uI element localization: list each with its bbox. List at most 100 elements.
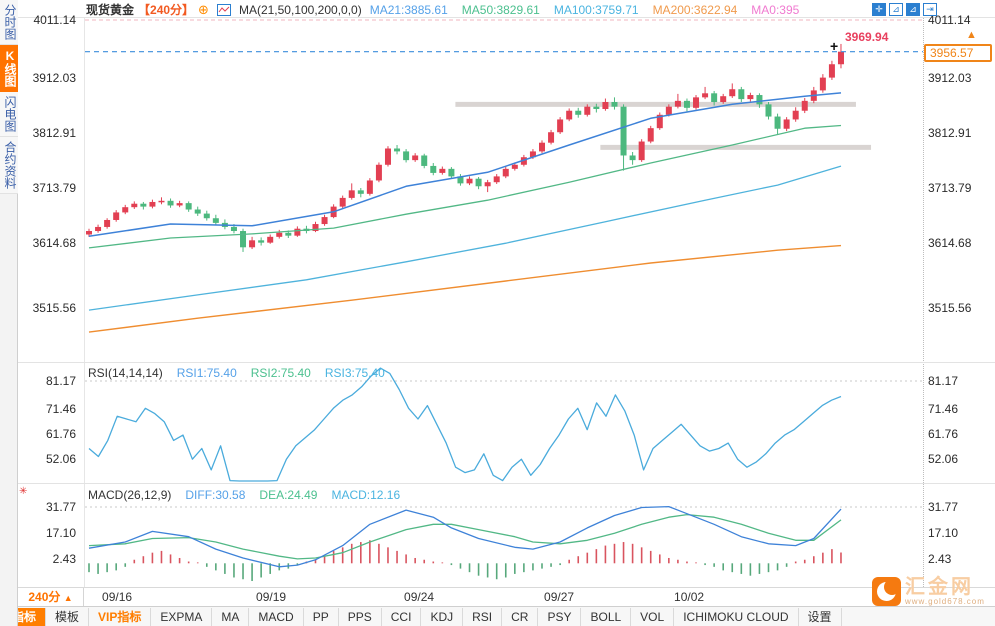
indicator-settings-icon[interactable]: ✳ [19,486,28,497]
current-price-badge: 3956.57 [924,44,992,62]
main-candle-chart[interactable] [85,18,923,362]
toolbar-item-CR[interactable]: CR [502,607,539,626]
ma-value-label: MA50:3829.61 [461,2,540,17]
toolbar-item-KDJ[interactable]: KDJ [421,607,464,626]
logo-name: 汇金网 [905,576,974,598]
rsi-value-label: RSI2:75.40 [250,366,311,380]
header-divider [18,17,995,18]
toolbar-item-设置[interactable]: 设置 [799,607,842,626]
toolbar-item-MA[interactable]: MA [212,607,250,626]
main-rsi-divider [18,362,995,363]
rsi-axis-label: 52.06 [45,452,76,466]
macd-header: MACD(26,12,9) DIFF:30.58 DEA:24.49 MACD:12… [88,488,400,502]
chart-legend: 现货黄金 【240分】 ⊕ MA(21,50,100,200,0,0) MA21… [86,1,799,18]
rsi-value-label: RSI1:75.40 [176,366,237,380]
toolbar-item-CCI[interactable]: CCI [382,607,422,626]
sidebar-tab-分时图[interactable]: 分时图 [0,0,18,45]
logo-url: www.gold678.com [905,597,985,606]
macd-axis-label: 31.77 [928,500,959,514]
ma-value-label: MA21:3885.61 [369,2,448,17]
indicator-toolbar: 指标 模板 VIP指标 EXPMA MA MACD PP PPS CCI KDJ RSI CR PSY B… [0,606,995,626]
toolbar-item-ICHIMOKU CLOUD[interactable]: ICHIMOKU CLOUD [674,607,799,626]
high-marker-cross-icon: + [830,38,839,54]
period-dropdown-button[interactable]: 240分 ▲ [18,588,84,606]
ma-params-label[interactable]: MA(21,50,100,200,0,0) [238,2,362,17]
sidebar-tab-K线图[interactable]: K线图 [0,45,18,92]
macd-value-label: MACD:12.16 [331,488,401,502]
rsi-chart[interactable] [85,362,923,483]
macd-axis-label: 2.43 [52,552,76,566]
rsi-axis-label: 52.06 [928,452,959,466]
macd-axis-label: 31.77 [45,500,76,514]
toolbar-item-VOL[interactable]: VOL [631,607,675,626]
plot-left-border [84,18,85,587]
measure-tool-icon[interactable]: ⊿ [889,3,903,16]
price-axis-label: 3614.68 [928,236,972,250]
price-axis-label: 4011.14 [33,13,77,27]
macd-chart[interactable] [85,483,923,587]
ma-values: MA21:3885.61 MA50:3829.61 MA100:3759.71 MA2… [370,3,800,17]
toolbar-item-模板[interactable]: 模板 [46,607,90,626]
xaxis-date: 09/27 [544,590,575,604]
price-axis-label: 3713.79 [32,181,76,195]
ma-value-label: MA100:3759.71 [553,2,639,17]
macd-value-label: DIFF:30.58 [185,488,246,502]
ma-chart-icon[interactable] [216,3,231,16]
xaxis-date: 09/19 [256,590,287,604]
pan-tool-icon[interactable]: ✛ [872,3,886,16]
xaxis-date: 09/24 [404,590,435,604]
xaxis-date: 09/16 [102,590,133,604]
toolbar-item-BOLL[interactable]: BOLL [581,607,632,626]
price-axis-label: 4011.14 [928,13,971,27]
macd-value-label: DEA:24.49 [259,488,318,502]
logo-icon [872,577,901,606]
chart-tools: ✛ ⊿ ⊿ ⇥ [872,3,937,16]
rsi-params-label[interactable]: RSI(14,14,14) [88,366,163,380]
rsi-value-label: RSI3:75.40 [324,366,385,380]
price-axis-label: 3515.56 [928,301,972,315]
macd-axis-label: 17.10 [45,526,76,540]
rsi-axis-label: 61.76 [45,427,76,441]
xaxis-date: 10/02 [674,590,705,604]
rsi-axis-label: 71.46 [45,402,76,416]
high-price-label: 3969.94 [845,30,889,44]
chart-type-rail: 分时图 K线图 闪电图 合约资料 [0,0,18,626]
toolbar-item-PPS[interactable]: PPS [339,607,382,626]
add-compare-icon[interactable]: ⊕ [198,1,209,17]
instrument-title: 现货黄金 [86,3,135,17]
xaxis-strip: 240分 ▲ 09/16 09/19 09/24 09/27 10/02 [18,587,995,606]
sidebar-tab-合约资料[interactable]: 合约资料 [0,137,18,194]
rsi-axis-label: 81.17 [928,374,959,388]
price-axis-label: 3912.03 [32,71,76,85]
sidebar-tab-闪电图[interactable]: 闪电图 [0,92,18,137]
ma-value-label: MA0:395 [751,2,800,17]
period-label: 【240分】 [138,3,195,17]
rsi-axis-label: 61.76 [928,427,959,441]
rsi-axis-label: 71.46 [928,402,959,416]
ma-value-label: MA200:3622.94 [652,2,738,17]
price-axis-label: 3713.79 [928,181,972,195]
price-axis-label: 3812.91 [928,126,972,140]
toolbar-item-PP[interactable]: PP [304,607,339,626]
price-axis-label: 3515.56 [32,301,76,315]
scale-tool-icon[interactable]: ⊿ [906,3,920,16]
detach-tool-icon[interactable]: ⇥ [923,3,937,16]
price-axis-label: 3614.68 [32,236,76,250]
toolbar-item-EXPMA[interactable]: EXPMA [151,607,213,626]
price-up-arrow-icon: ▲ [966,29,977,41]
rsi-macd-divider [18,483,995,484]
rsi-header: RSI(14,14,14) RSI1:75.40 RSI2:75.40 RSI3:7… [88,366,385,380]
price-axis-label: 3812.91 [32,126,76,140]
toolbar-item-RSI[interactable]: RSI [463,607,503,626]
macd-params-label[interactable]: MACD(26,12,9) [88,488,172,502]
toolbar-item-MACD[interactable]: MACD [249,607,304,626]
plot-right-border [923,18,924,587]
toolbar-item-VIP指标[interactable]: VIP指标 [89,607,152,626]
macd-axis-label: 2.43 [928,552,952,566]
dropdown-arrow-icon: ▲ [63,593,73,603]
macd-axis-label: 17.10 [928,526,959,540]
price-axis-label: 3912.03 [928,71,972,85]
rsi-axis-label: 81.17 [45,374,76,388]
toolbar-item-PSY[interactable]: PSY [538,607,582,626]
